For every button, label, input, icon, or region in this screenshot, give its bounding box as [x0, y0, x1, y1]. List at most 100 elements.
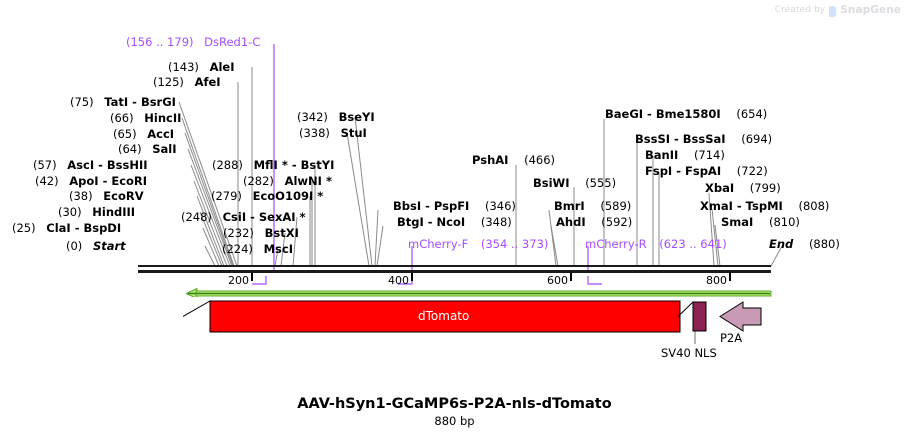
mcherry-r-position: (623 .. 641)	[659, 237, 727, 251]
msci-position: (224)	[222, 242, 253, 256]
orf-arrow-green[interactable]	[186, 288, 772, 297]
enzyme-label-bsiwi[interactable]: BsiWI (555)	[533, 177, 616, 189]
snapgene-logo-icon	[829, 5, 837, 17]
alwni-position: (282)	[243, 174, 274, 188]
annotation-p2a: P2A	[720, 331, 743, 345]
leader-stui	[346, 132, 370, 267]
xbai-position: (799)	[749, 181, 781, 195]
enzyme-label-asci-bsshii[interactable]: (57) AscI - BssHII	[33, 159, 148, 171]
enzyme-label-xbai[interactable]: XbaI (799)	[705, 182, 781, 194]
enzyme-label-stui[interactable]: (338) StuI	[299, 127, 367, 139]
enzyme-label-bstxi[interactable]: (232) BstXI	[223, 227, 299, 239]
marker-label-start[interactable]: (0) Start	[66, 240, 126, 252]
marker-label-end[interactable]: End (880)	[769, 238, 840, 250]
enzyme-label-baegi-bme1580i[interactable]: BaeGI - Bme1580I (654)	[605, 108, 767, 120]
mcherry-f-name: mCherry-F	[408, 237, 469, 251]
asci-name: AscI - BssHII	[67, 158, 148, 172]
enzyme-label-bmri[interactable]: BmrI (589)	[554, 200, 631, 212]
enzyme-label-smai[interactable]: SmaI (810)	[721, 216, 800, 228]
mcherry-r-name: mCherry-R	[585, 237, 647, 251]
clai-position: (25)	[12, 221, 36, 235]
enzyme-label-alei[interactable]: (143) AleI	[168, 61, 235, 73]
ecorv-name: EcoRV	[103, 189, 144, 203]
hincii-name: HincII	[144, 111, 182, 125]
btgi-position: (348)	[480, 215, 512, 229]
afei-position: (125)	[153, 75, 184, 89]
enzyme-label-msci[interactable]: (224) MscI	[222, 243, 293, 255]
enzyme-label-csii-sexai[interactable]: (248) CsiI - SexAI *	[181, 211, 306, 223]
ruler-label-400: 400	[388, 274, 409, 287]
ahdi-position: (592)	[601, 215, 633, 229]
enzyme-label-tati-bsrgi[interactable]: (75) TatI - BsrGI	[70, 96, 176, 108]
pshai-position: (466)	[524, 153, 556, 167]
xmai-name: XmaI - TspMI	[700, 199, 783, 213]
start-name: Start	[92, 239, 126, 253]
leader-ahdi	[550, 225, 559, 267]
enzyme-label-mfli-bstyi[interactable]: (288) MflI * - BstYI	[212, 159, 334, 171]
bbsi-name: BbsI - PspFI	[393, 199, 470, 213]
msci-name: MscI	[263, 242, 293, 256]
enzyme-label-ecorv[interactable]: (38) EcoRV	[69, 190, 144, 202]
bstxi-position: (232)	[223, 226, 254, 240]
enzyme-label-alwni[interactable]: (282) AlwNI *	[243, 175, 332, 187]
xbai-name: XbaI	[705, 181, 735, 195]
hindiii-name: HindIII	[92, 205, 136, 219]
enzyme-label-ecoo109i[interactable]: (279) EcoO109I *	[211, 190, 323, 202]
enzyme-label-hincii[interactable]: (66) HincII	[110, 112, 181, 124]
enzyme-label-acci[interactable]: (65) AccI	[113, 128, 174, 140]
enzyme-label-afei[interactable]: (125) AfeI	[153, 76, 221, 88]
bsiwi-name: BsiWI	[533, 176, 570, 190]
asci-position: (57)	[33, 158, 57, 172]
enzyme-label-apoi-ecori[interactable]: (42) ApoI - EcoRI	[35, 175, 147, 187]
leader-btgi	[376, 225, 384, 267]
sequence-backbone-bottom	[138, 270, 771, 273]
mfli-position: (288)	[212, 158, 243, 172]
primer-label-mcherry-r: mCherry-R (623 .. 641)	[585, 238, 727, 250]
bmri-name: BmrI	[554, 199, 585, 213]
bmri-position: (589)	[600, 199, 632, 213]
acci-name: AccI	[147, 127, 175, 141]
csii-name: CsiI - SexAI *	[222, 210, 306, 224]
ruler-label-200: 200	[228, 274, 249, 287]
feature-arrows-layer[interactable]	[183, 299, 763, 335]
primer-dsred1c-name: DsRed1-C	[204, 35, 261, 49]
acci-position: (65)	[113, 127, 137, 141]
hincii-position: (66)	[110, 111, 134, 125]
bstxi-name: BstXI	[264, 226, 299, 240]
baegi-position: (654)	[736, 107, 768, 121]
tati-name: TatI - BsrGI	[104, 95, 176, 109]
ecoo109i-position: (279)	[211, 189, 242, 203]
enzyme-label-bsssi-bssai[interactable]: BssSI - BssSaI (694)	[635, 133, 772, 145]
enzyme-label-clai-bspdi[interactable]: (25) ClaI - BspDI	[12, 222, 121, 234]
afei-name: AfeI	[194, 75, 221, 89]
leader-start	[204, 245, 216, 267]
feature-sv40nls-arrow	[677, 300, 707, 332]
primer-label-mcherry-f: mCherry-F (354 .. 373)	[408, 238, 548, 250]
alei-name: AleI	[209, 60, 235, 74]
bbsi-position: (346)	[485, 199, 516, 213]
mcherry-f-position: (354 .. 373)	[480, 237, 549, 251]
enzyme-label-xmai-tspmi[interactable]: XmaI - TspMI (808)	[700, 200, 829, 212]
enzyme-label-pshai[interactable]: PshAI (466)	[472, 154, 555, 166]
enzyme-label-hindiii[interactable]: (30) HindIII	[58, 206, 135, 218]
enzyme-label-banii[interactable]: BanII (714)	[645, 149, 725, 161]
apoi-position: (42)	[35, 174, 59, 188]
start-position: (0)	[66, 239, 83, 253]
xmai-position: (808)	[798, 199, 830, 213]
ecoo109i-name: EcoO109I *	[252, 189, 324, 203]
enzyme-label-sali[interactable]: (64) SalI	[118, 143, 177, 155]
leader-bmri	[548, 209, 557, 267]
enzyme-label-fspi-fspai[interactable]: FspI - FspAI (722)	[645, 165, 768, 177]
csii-position: (248)	[181, 210, 212, 224]
plasmid-length: 880 bp	[434, 414, 475, 428]
enzyme-label-ahdi[interactable]: AhdI (592)	[556, 216, 632, 228]
leader-clai	[202, 227, 220, 267]
pshai-name: PshAI	[472, 153, 509, 167]
alwni-name: AlwNI *	[284, 174, 332, 188]
enzyme-label-bseyi[interactable]: (342) BseYI	[297, 111, 375, 123]
enzyme-label-bbsi-pspfi[interactable]: BbsI - PspFI (346)	[393, 200, 516, 212]
tati-position: (75)	[70, 95, 94, 109]
enzyme-label-btgi-ncoi[interactable]: BtgI - NcoI (348)	[397, 216, 512, 228]
end-name: End	[769, 237, 794, 251]
